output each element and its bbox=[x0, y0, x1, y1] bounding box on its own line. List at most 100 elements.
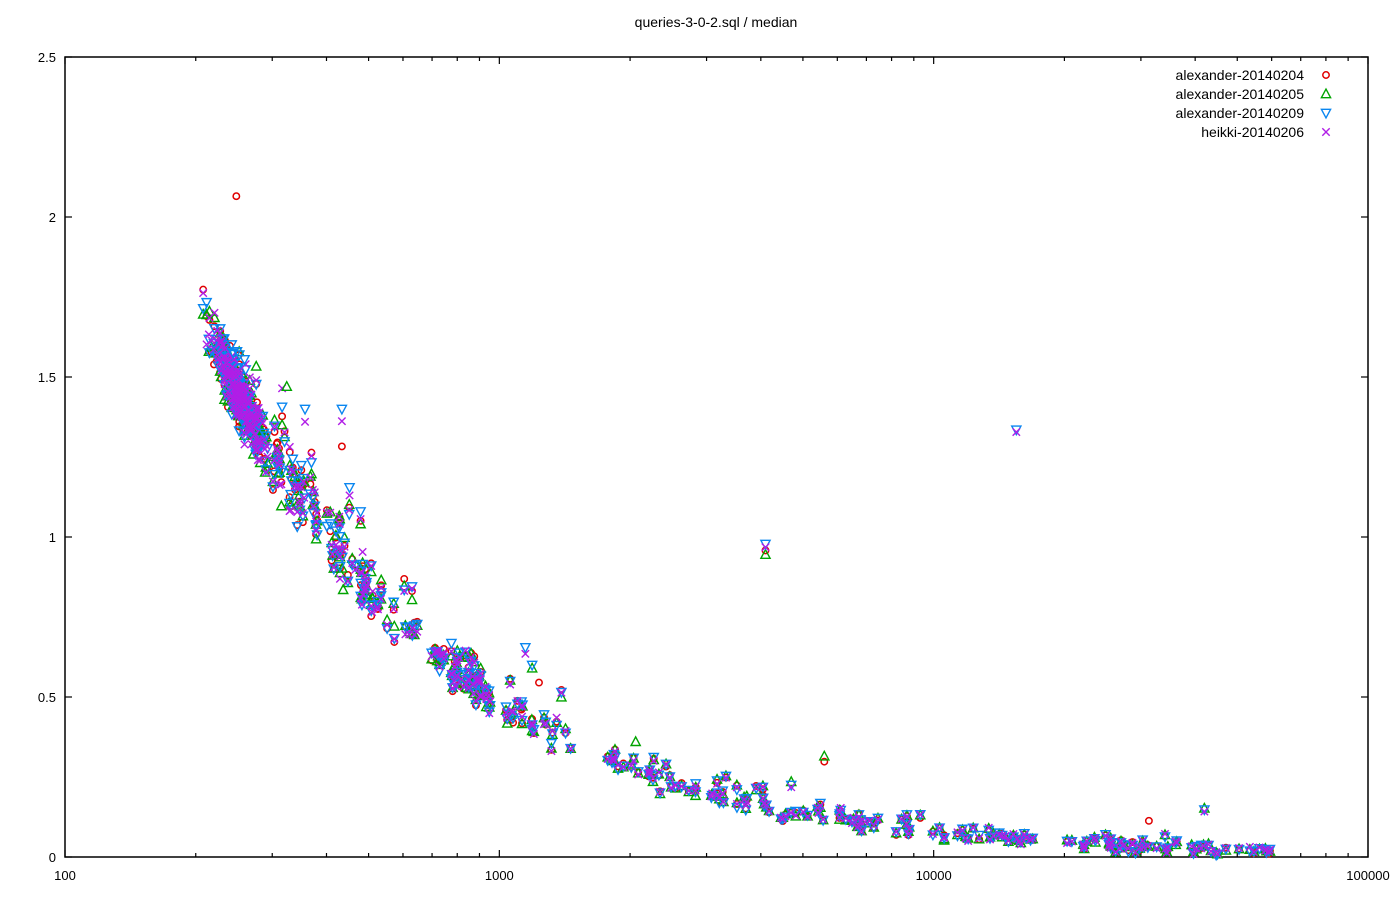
point-x bbox=[607, 754, 617, 763]
point-triangle-down bbox=[519, 643, 532, 654]
point-x bbox=[719, 797, 728, 806]
point-x bbox=[619, 762, 628, 772]
point-x bbox=[470, 658, 479, 667]
point-x bbox=[408, 623, 417, 633]
point-triangle-down bbox=[938, 833, 950, 845]
point-x bbox=[311, 517, 321, 526]
point-triangle-down bbox=[797, 807, 810, 819]
point-triangle-down bbox=[1002, 836, 1015, 848]
point-x bbox=[209, 344, 219, 354]
point-triangle-down bbox=[1202, 840, 1215, 852]
point-x bbox=[356, 514, 365, 524]
point-triangle-down bbox=[342, 576, 354, 588]
point-triangle-down bbox=[200, 297, 213, 309]
point-triangle-down bbox=[285, 476, 298, 488]
point-triangle-up bbox=[445, 649, 458, 661]
point-x bbox=[348, 558, 357, 568]
point-x bbox=[1221, 843, 1231, 853]
y-tick-label: 1 bbox=[49, 530, 56, 545]
point-x bbox=[552, 713, 561, 722]
legend-item-heikki-20140206: heikki-20140206 bbox=[1201, 124, 1331, 140]
point-triangle-down bbox=[750, 783, 762, 795]
point-triangle-down bbox=[356, 559, 369, 571]
legend-label: heikki-20140206 bbox=[1201, 124, 1304, 140]
point-x bbox=[400, 586, 409, 596]
point-triangle-down bbox=[675, 782, 688, 793]
point-x bbox=[778, 814, 787, 824]
point-x bbox=[300, 417, 310, 426]
point-x bbox=[280, 428, 289, 437]
point-x bbox=[263, 452, 272, 461]
point-x bbox=[407, 584, 417, 593]
point-x bbox=[285, 506, 294, 516]
point-triangle-up bbox=[501, 717, 513, 728]
point-circle bbox=[337, 442, 346, 451]
point-triangle-down bbox=[239, 365, 252, 376]
y-tick-label: 2 bbox=[49, 210, 56, 225]
point-triangle-up bbox=[250, 360, 262, 371]
point-x bbox=[329, 563, 339, 572]
point-triangle-down bbox=[872, 813, 884, 825]
point-triangle-up bbox=[208, 311, 221, 323]
point-triangle-up bbox=[818, 749, 831, 761]
point-triangle-up bbox=[310, 532, 322, 544]
point-x bbox=[958, 826, 967, 835]
point-x bbox=[739, 795, 749, 804]
point-circle bbox=[307, 448, 316, 457]
point-x bbox=[261, 468, 271, 477]
chart-title: queries-3-0-2.sql / median bbox=[635, 14, 798, 30]
point-x bbox=[1206, 847, 1216, 856]
point-triangle-up bbox=[408, 628, 421, 640]
point-triangle-up bbox=[197, 308, 209, 319]
point-triangle-up bbox=[717, 795, 730, 807]
point-triangle-down bbox=[1114, 843, 1126, 855]
point-x bbox=[268, 477, 278, 486]
point-x bbox=[382, 620, 392, 629]
point-triangle-down bbox=[914, 809, 927, 821]
point-x bbox=[207, 336, 216, 345]
point-triangle-up bbox=[653, 767, 665, 779]
point-x bbox=[787, 783, 796, 792]
point-x bbox=[438, 649, 447, 658]
point-triangle-down bbox=[660, 759, 672, 771]
point-x bbox=[849, 813, 858, 823]
point-triangle-down bbox=[817, 815, 829, 827]
point-x bbox=[1079, 843, 1089, 853]
point-triangle-down bbox=[365, 561, 377, 573]
point-x bbox=[984, 823, 993, 832]
point-triangle-down bbox=[855, 826, 868, 837]
point-x bbox=[1321, 127, 1331, 137]
point-x bbox=[451, 681, 461, 691]
point-triangle-up bbox=[526, 661, 538, 673]
point-x bbox=[401, 630, 410, 639]
point-x bbox=[472, 676, 481, 685]
point-triangle-down bbox=[354, 507, 367, 518]
point-x bbox=[521, 649, 530, 658]
point-triangle-down bbox=[399, 622, 412, 634]
point-x bbox=[309, 501, 318, 511]
point-x bbox=[818, 815, 828, 824]
point-circle bbox=[278, 412, 287, 421]
point-x bbox=[474, 676, 483, 686]
point-x bbox=[1001, 831, 1010, 841]
point-x bbox=[452, 656, 461, 665]
point-x bbox=[220, 376, 229, 386]
point-x bbox=[1200, 807, 1209, 816]
point-triangle-down bbox=[268, 421, 281, 433]
point-x bbox=[233, 388, 242, 398]
point-x bbox=[527, 719, 537, 728]
point-x bbox=[450, 662, 459, 672]
point-triangle-down bbox=[1010, 425, 1023, 437]
axis-ticks bbox=[64, 56, 1369, 858]
point-triangle-down bbox=[564, 743, 577, 755]
point-x bbox=[1128, 838, 1137, 848]
point-x bbox=[471, 696, 481, 706]
point-x bbox=[231, 411, 241, 420]
point-circle bbox=[820, 757, 829, 766]
point-x bbox=[322, 508, 332, 517]
point-x bbox=[629, 756, 638, 765]
point-triangle-up bbox=[272, 466, 285, 478]
point-triangle-up bbox=[354, 517, 367, 529]
point-x bbox=[836, 803, 845, 813]
point-x bbox=[1022, 833, 1031, 842]
